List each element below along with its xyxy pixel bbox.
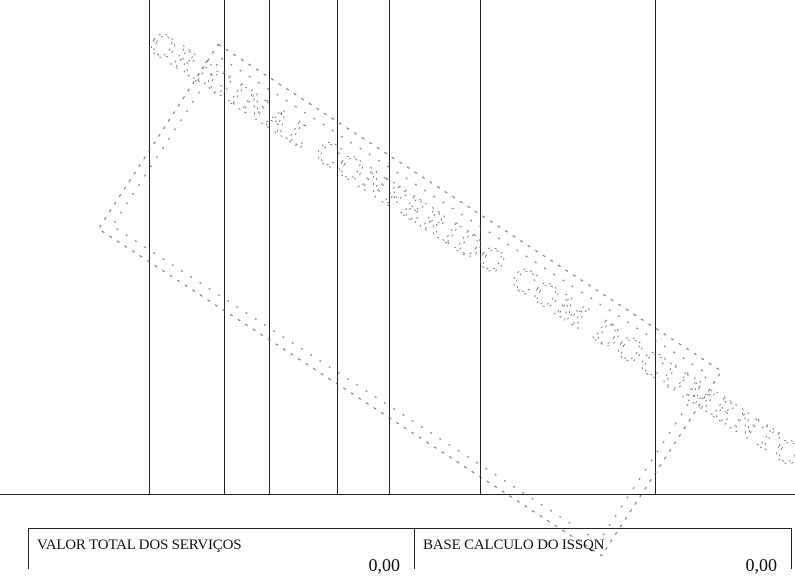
table-column-divider xyxy=(337,0,338,494)
table-bottom-border xyxy=(0,494,795,495)
stamp-text: ORIGINAL CONFERIDO COM DOCUMENTOS xyxy=(142,24,795,488)
conferido-stamp: ORIGINAL CONFERIDO COM DOCUMENTOS xyxy=(97,24,795,557)
table-column-divider xyxy=(224,0,225,494)
stamp-border xyxy=(97,43,723,557)
valor-total-servicos-value: 0,00 xyxy=(368,555,401,575)
stamp-inner-border xyxy=(111,57,709,543)
table-column-divider xyxy=(389,0,390,494)
valor-total-servicos-label: VALOR TOTAL DOS SERVIÇOS xyxy=(37,537,242,553)
base-calculo-issqn-value: 0,00 xyxy=(745,555,778,575)
table-column-divider xyxy=(149,0,150,494)
table-column-divider xyxy=(269,0,270,494)
table-column-divider xyxy=(655,0,656,494)
table-column-divider xyxy=(480,0,481,494)
base-calculo-issqn-label: BASE CALCULO DO ISSQN xyxy=(423,537,605,553)
